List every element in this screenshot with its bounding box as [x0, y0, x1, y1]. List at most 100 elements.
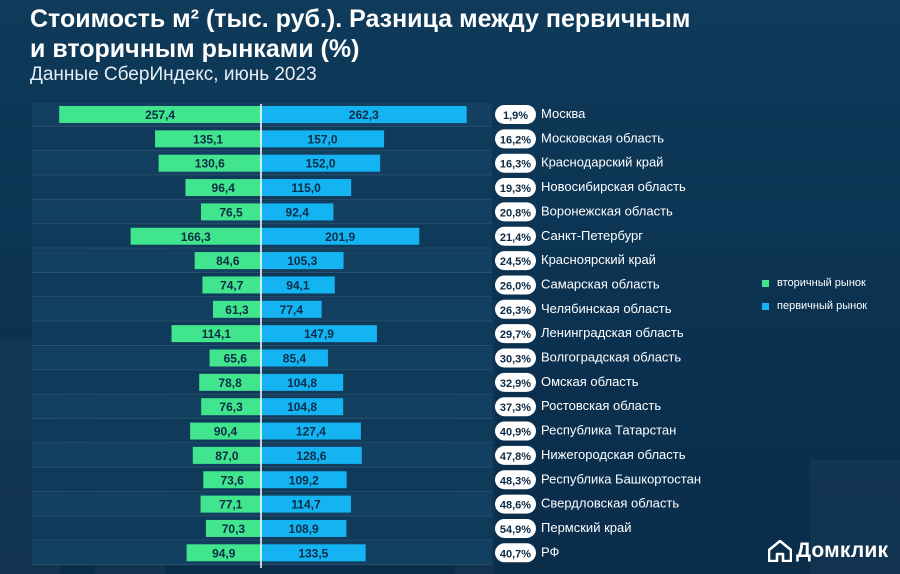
- data-label-secondary: 73,6: [220, 473, 244, 487]
- data-label-primary: 85,4: [283, 352, 307, 366]
- bar-primary: [261, 130, 385, 148]
- data-label-primary: 104,8: [287, 376, 317, 390]
- category-label: Пермский край: [541, 520, 631, 535]
- difference-badge: [495, 226, 536, 246]
- data-label-primary: 152,0: [306, 157, 336, 171]
- category-label: Ростовская область: [541, 398, 661, 413]
- bar-secondary: [186, 544, 261, 562]
- data-label-secondary: 135,1: [193, 132, 223, 146]
- legend-swatch-primary: [762, 302, 769, 310]
- bar-secondary: [185, 179, 261, 197]
- category-label: РФ: [541, 544, 560, 559]
- bar-primary: [261, 349, 328, 367]
- bar-primary: [261, 300, 322, 318]
- difference-badge: [495, 251, 536, 271]
- bar-secondary: [202, 276, 261, 294]
- data-label-secondary: 96,4: [212, 181, 236, 195]
- data-label-primary: 127,4: [296, 425, 326, 439]
- bar-secondary: [155, 130, 261, 148]
- difference-badge: [495, 324, 536, 344]
- data-label-primary: 77,4: [280, 303, 304, 317]
- difference-label: 19,3%: [500, 183, 531, 195]
- bar-secondary: [205, 519, 261, 537]
- data-label-secondary: 87,0: [215, 449, 239, 463]
- difference-label: 20,8%: [500, 207, 531, 219]
- data-label-primary: 108,9: [289, 522, 319, 536]
- data-label-primary: 262,3: [349, 108, 379, 122]
- brand-name: Домклик: [796, 539, 889, 562]
- category-label: Новосибирская область: [541, 179, 686, 194]
- data-label-secondary: 61,3: [225, 303, 249, 317]
- difference-label: 47,8%: [500, 451, 531, 463]
- category-label: Московская область: [541, 130, 664, 145]
- bar-primary: [261, 398, 344, 416]
- bar-primary: [261, 325, 377, 343]
- difference-badge: [495, 105, 536, 124]
- data-label-primary: 128,6: [296, 449, 326, 463]
- data-label-secondary: 257,4: [145, 108, 175, 122]
- difference-label: 26,0%: [500, 280, 531, 292]
- category-label: Самарская область: [541, 276, 660, 291]
- difference-badge: [495, 202, 536, 222]
- difference-badge: [495, 178, 536, 198]
- difference-badge: [495, 397, 536, 417]
- bar-primary: [261, 422, 361, 440]
- bar-secondary: [203, 471, 261, 489]
- category-label: Краснодарский край: [541, 155, 663, 170]
- data-label-primary: 109,2: [289, 473, 319, 487]
- data-label-primary: 201,9: [325, 230, 355, 244]
- difference-label: 32,9%: [500, 378, 531, 390]
- bar-primary: [261, 544, 366, 562]
- difference-label: 29,7%: [500, 329, 531, 341]
- chart-subtitle: Данные СберИндекс, июнь 2023: [30, 64, 317, 85]
- legend: вторичный рынок первичный рынок: [762, 276, 867, 322]
- data-label-secondary: 84,6: [216, 254, 240, 268]
- data-label-primary: 105,3: [287, 254, 317, 268]
- data-label-primary: 147,9: [304, 327, 334, 341]
- legend-item-secondary: вторичный рынок: [762, 276, 867, 290]
- difference-label: 24,5%: [500, 256, 531, 268]
- category-label: Омская область: [541, 374, 639, 389]
- category-label: Москва: [541, 106, 586, 121]
- difference-badge: [495, 275, 536, 295]
- difference-label: 48,6%: [500, 500, 531, 512]
- bar-secondary: [199, 373, 261, 391]
- bar-secondary: [201, 203, 261, 221]
- chart-title: Стоимость м² (тыс. руб.). Разница между …: [30, 5, 691, 63]
- difference-label: 40,9%: [500, 427, 531, 439]
- bar-primary: [261, 446, 362, 464]
- difference-badge: [495, 348, 536, 368]
- bar-secondary: [192, 446, 261, 464]
- difference-badge: [495, 299, 536, 319]
- bar-primary: [261, 227, 420, 245]
- data-label-secondary: 114,1: [202, 327, 232, 341]
- difference-badge: [495, 494, 536, 514]
- bar-secondary: [200, 495, 261, 513]
- brand-logo: Домклик: [768, 539, 888, 563]
- category-label: Республика Башкортостан: [541, 471, 701, 486]
- bar-secondary: [158, 154, 261, 172]
- difference-label: 21,4%: [500, 232, 531, 244]
- difference-badge: [495, 543, 536, 563]
- data-label-secondary: 94,9: [212, 546, 236, 560]
- bar-primary: [261, 373, 344, 391]
- data-label-secondary: 166,3: [181, 230, 211, 244]
- legend-item-primary: первичный рынок: [762, 299, 867, 313]
- data-label-secondary: 78,8: [218, 376, 242, 390]
- data-label-secondary: 65,6: [224, 352, 248, 366]
- data-label-secondary: 90,4: [214, 425, 238, 439]
- bar-secondary: [194, 252, 261, 270]
- bar-primary: [261, 471, 347, 489]
- bar-primary: [261, 154, 381, 172]
- data-label-secondary: 77,1: [219, 498, 243, 512]
- bar-secondary: [190, 422, 261, 440]
- data-label-secondary: 70,3: [222, 522, 246, 536]
- difference-badge: [495, 372, 536, 392]
- bar-primary: [261, 276, 335, 294]
- difference-badge: [495, 470, 536, 490]
- difference-badge: [495, 421, 536, 441]
- difference-label: 1,9%: [503, 110, 528, 122]
- bar-secondary: [209, 349, 261, 367]
- category-label: Нижегородская область: [541, 447, 686, 462]
- bar-primary: [261, 106, 467, 123]
